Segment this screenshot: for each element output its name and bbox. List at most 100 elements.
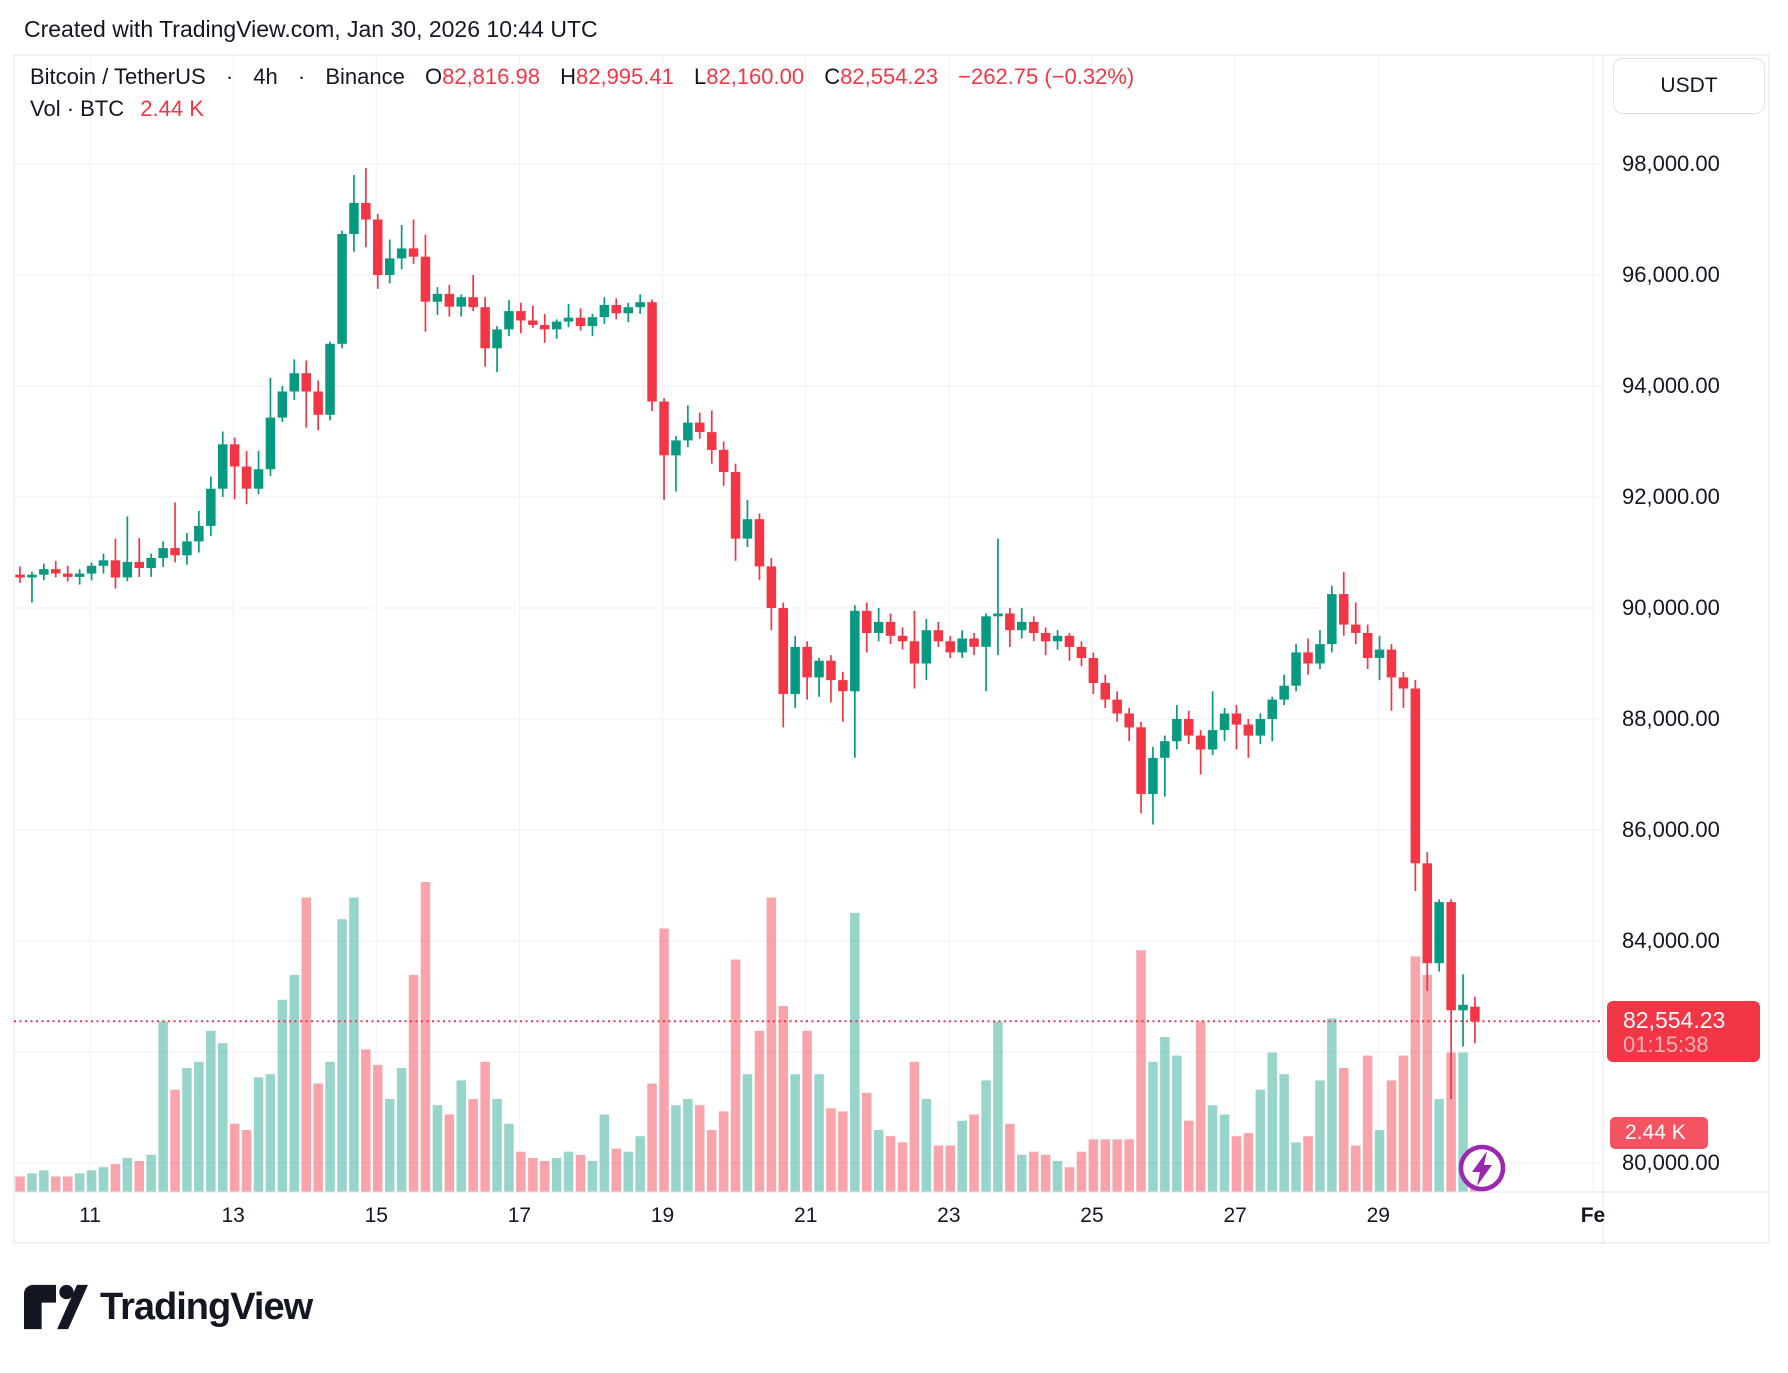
candle-wick [31, 571, 33, 603]
open-label: O [424, 64, 443, 89]
candle-body [683, 422, 693, 441]
volume-bar [1243, 1133, 1254, 1192]
volume-legend[interactable]: Vol · BTC 2.44 K [30, 96, 204, 122]
candle-body [742, 519, 753, 539]
volume-bar [695, 1105, 705, 1192]
volume-bar [754, 1030, 765, 1192]
candle-body [695, 422, 705, 432]
volume-bar [361, 1049, 371, 1192]
candle-wick [1164, 735, 1166, 797]
volume-bar [289, 975, 299, 1192]
candle-body [301, 373, 311, 392]
candle-body [1005, 613, 1015, 631]
volume-bar [158, 1021, 168, 1192]
candle-body [1017, 621, 1027, 631]
candle-body [1339, 594, 1349, 625]
volume-bar [611, 1148, 621, 1192]
volume-bar [1064, 1167, 1075, 1192]
volume-value: 2.44 K [140, 96, 204, 121]
candle-body [1422, 863, 1432, 964]
volume-bar [444, 1114, 455, 1192]
volume-bar [206, 1030, 216, 1192]
volume-bar [432, 1105, 443, 1192]
candle-wick [1247, 719, 1250, 758]
candle-wick [675, 436, 677, 492]
candle-body [1172, 719, 1182, 742]
volume-bar [1458, 1052, 1468, 1192]
volume-bar [51, 1176, 61, 1192]
volume-bar [480, 1061, 490, 1192]
volume-bar [146, 1154, 156, 1192]
volume-bar [671, 1105, 681, 1192]
volume-bar [1315, 1080, 1325, 1192]
volume-bar [1184, 1120, 1194, 1192]
candle-body [385, 258, 395, 275]
volume-bar [1303, 1136, 1313, 1192]
volume-bar [301, 897, 311, 1192]
candle-body [468, 297, 478, 308]
change-value: −262.75 (−0.32%) [958, 64, 1135, 89]
volume-bar [110, 1164, 121, 1192]
candle-body [766, 566, 777, 608]
volume-bar [313, 1083, 323, 1192]
volume-bar [1327, 1018, 1337, 1192]
volume-bar [683, 1099, 693, 1192]
x-axis-label: 13 [221, 1204, 245, 1227]
candle-body [146, 558, 156, 568]
candle-body [1374, 649, 1385, 658]
volume-bar [838, 1111, 848, 1192]
candle-body [218, 444, 228, 489]
volume-bar [516, 1151, 526, 1192]
volume-bar [599, 1114, 610, 1192]
volume-bar [182, 1068, 192, 1192]
volume-bar [1207, 1105, 1218, 1192]
volume-bar [647, 1083, 657, 1192]
candle-body [1243, 724, 1254, 736]
volume-bar [635, 1136, 645, 1192]
volume-bar [993, 1021, 1003, 1192]
candle-body [635, 302, 645, 308]
candle-body [1136, 727, 1146, 794]
candle-body [575, 317, 586, 326]
legend-separator: · [297, 64, 306, 89]
volume-bar [1339, 1068, 1349, 1192]
close-label: C [824, 64, 841, 89]
candle-body [873, 621, 884, 633]
candle-body [51, 569, 61, 574]
symbol-legend[interactable]: Bitcoin / TetherUS · 4h · Binance O82,81… [30, 64, 1134, 90]
volume-bar [1100, 1139, 1110, 1192]
candle-body [611, 305, 621, 314]
volume-bar [1362, 1055, 1373, 1192]
candle-body [754, 519, 765, 567]
volume-bar [337, 919, 347, 1192]
candle-body [1029, 621, 1039, 633]
candle-body [158, 548, 168, 559]
candle-wick [496, 326, 498, 373]
candle-body [671, 440, 681, 456]
event-marker-icon [1458, 1144, 1506, 1192]
candle-body [444, 293, 455, 307]
tradingview-logo-text: TradingView [100, 1285, 313, 1328]
candle-wick [305, 360, 308, 428]
interval-label: 4h [253, 64, 278, 89]
candle-body [349, 202, 359, 234]
candle-body [1195, 735, 1206, 750]
candle-body [862, 610, 872, 633]
x-axis-label: 17 [507, 1204, 532, 1227]
candle-body [86, 565, 97, 574]
volume-bar [15, 1176, 25, 1192]
tradingview-logo[interactable]: TradingView [24, 1284, 313, 1330]
candle-wick [997, 538, 999, 656]
volume-bar [456, 1080, 466, 1192]
candle-wick [66, 565, 69, 582]
volume-bar [1219, 1114, 1230, 1192]
y-axis-label: 84,000.00 [1622, 928, 1720, 953]
volume-bar [933, 1145, 944, 1192]
volume-bar [1172, 1055, 1182, 1192]
currency-toggle-button[interactable]: USDT [1613, 58, 1765, 114]
x-axis-label: 19 [650, 1204, 675, 1227]
volume-bar [86, 1170, 97, 1192]
volume-bar [253, 1077, 264, 1192]
candle-body [504, 311, 514, 330]
